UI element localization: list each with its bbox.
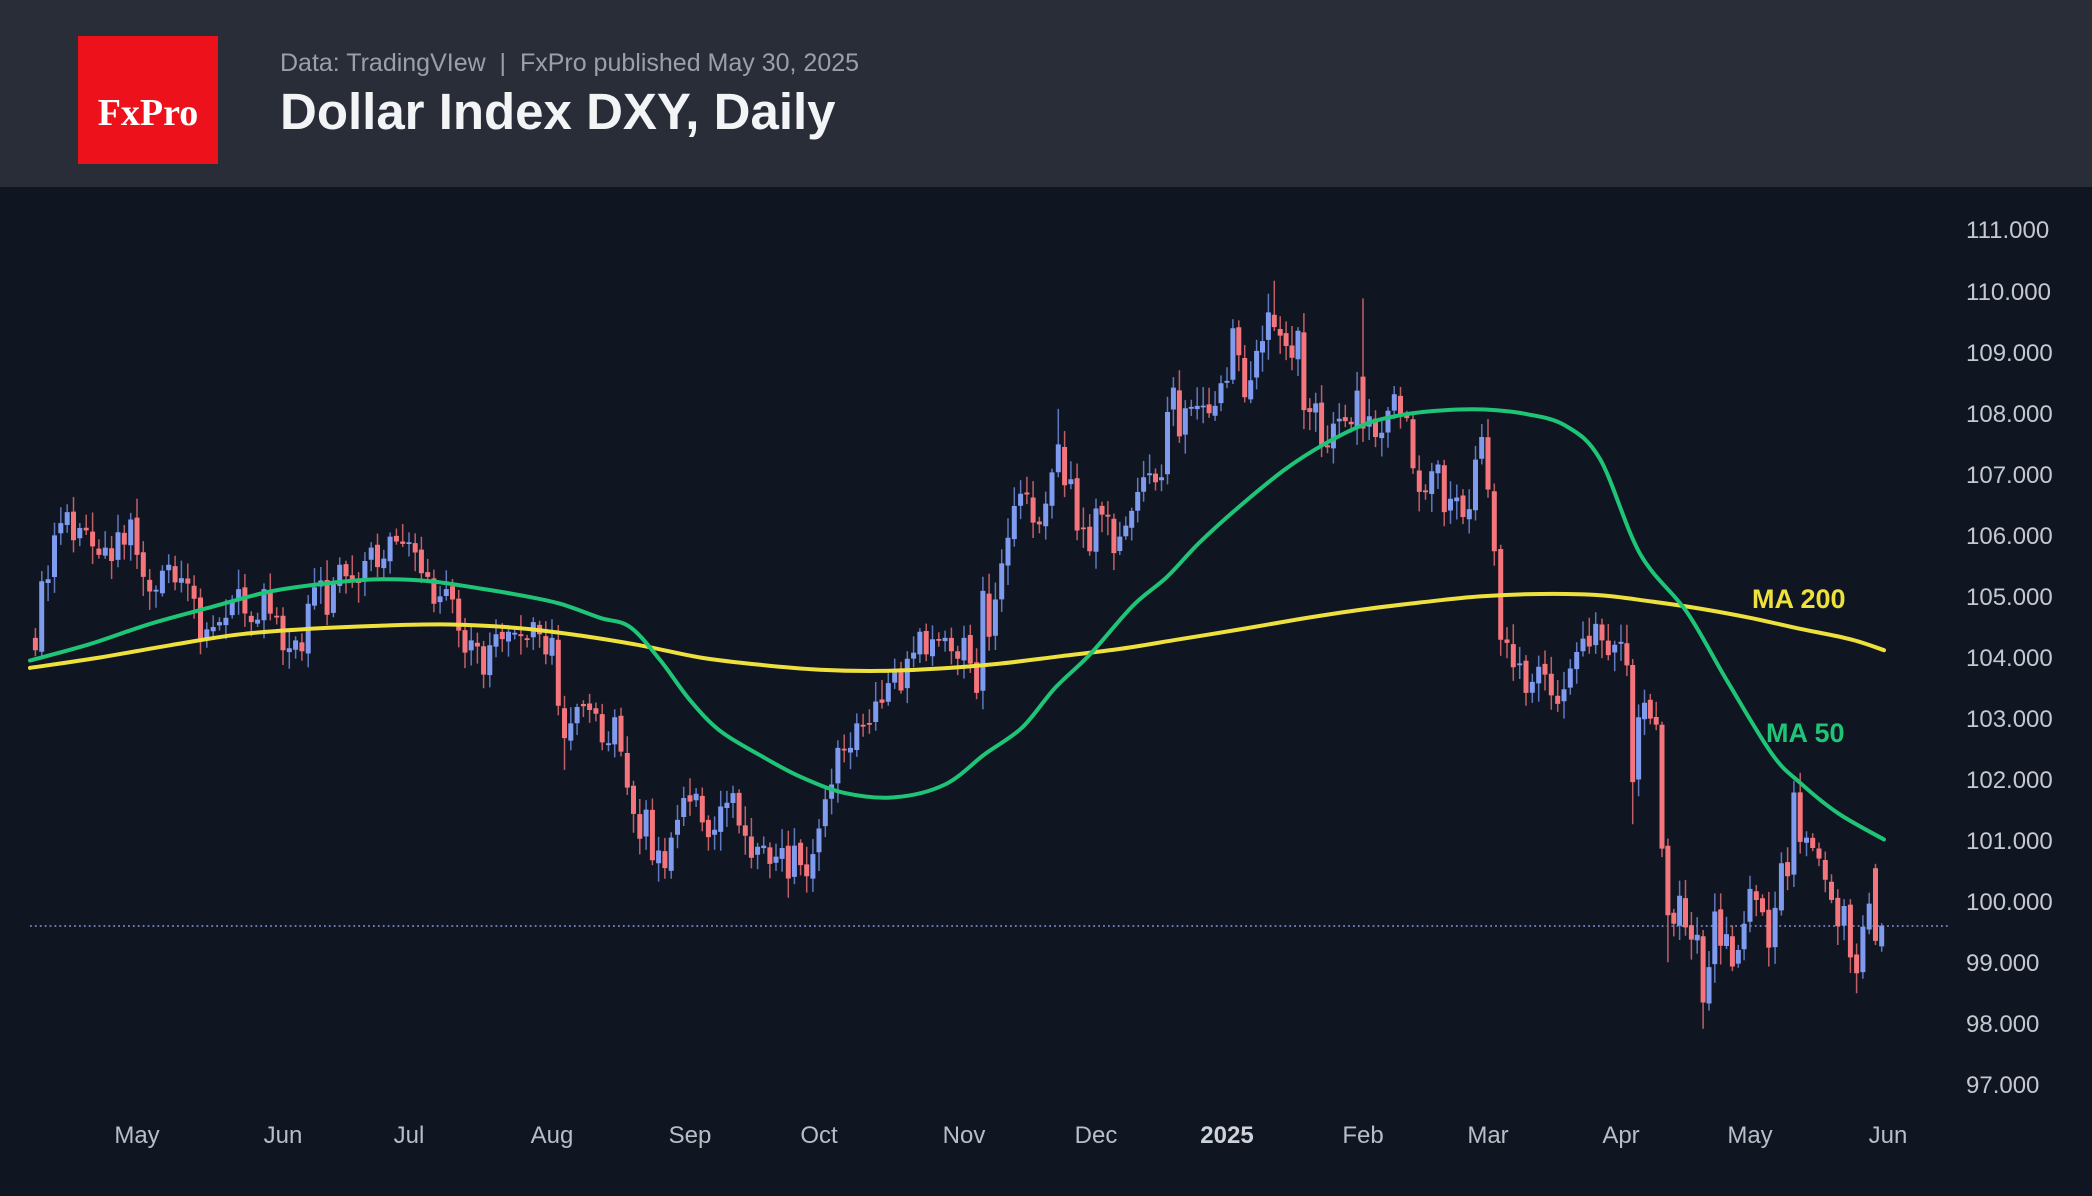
svg-text:110.000: 110.000 — [1966, 279, 2051, 306]
svg-text:106.000: 106.000 — [1966, 523, 2053, 550]
svg-text:2025: 2025 — [1200, 1122, 1253, 1149]
svg-text:97.000: 97.000 — [1966, 1072, 2039, 1099]
svg-text:FxPro: FxPro — [98, 92, 199, 134]
svg-text:Apr: Apr — [1602, 1122, 1639, 1149]
svg-text:Dec: Dec — [1075, 1122, 1118, 1149]
svg-text:Oct: Oct — [800, 1122, 838, 1149]
svg-text:105.000: 105.000 — [1966, 584, 2053, 611]
svg-text:MA 200: MA 200 — [1752, 584, 1846, 614]
svg-text:Sep: Sep — [669, 1122, 712, 1149]
svg-text:103.000: 103.000 — [1966, 706, 2053, 733]
svg-text:107.000: 107.000 — [1966, 462, 2053, 489]
svg-text:98.000: 98.000 — [1966, 1011, 2039, 1038]
svg-text:Jul: Jul — [394, 1122, 425, 1149]
svg-text:Data: TradingVIew | FxPro pu: Data: TradingVIew | FxPro published May … — [280, 49, 859, 77]
svg-text:101.000: 101.000 — [1966, 828, 2053, 855]
svg-text:MA 50: MA 50 — [1766, 718, 1845, 748]
svg-text:102.000: 102.000 — [1966, 767, 2053, 794]
svg-text:May: May — [114, 1122, 159, 1149]
svg-text:111.000: 111.000 — [1966, 217, 2049, 244]
svg-text:Aug: Aug — [531, 1122, 574, 1149]
svg-text:Jun: Jun — [1869, 1122, 1908, 1149]
svg-text:Nov: Nov — [943, 1122, 986, 1149]
svg-text:109.000: 109.000 — [1966, 340, 2053, 367]
svg-text:Dollar Index DXY, Daily: Dollar Index DXY, Daily — [280, 83, 836, 140]
svg-text:99.000: 99.000 — [1966, 950, 2039, 977]
svg-text:104.000: 104.000 — [1966, 645, 2053, 672]
svg-text:Jun: Jun — [264, 1122, 303, 1149]
svg-text:108.000: 108.000 — [1966, 401, 2053, 428]
svg-text:May: May — [1727, 1122, 1772, 1149]
svg-text:Feb: Feb — [1342, 1122, 1383, 1149]
svg-text:100.000: 100.000 — [1966, 889, 2053, 916]
svg-text:Mar: Mar — [1467, 1122, 1508, 1149]
